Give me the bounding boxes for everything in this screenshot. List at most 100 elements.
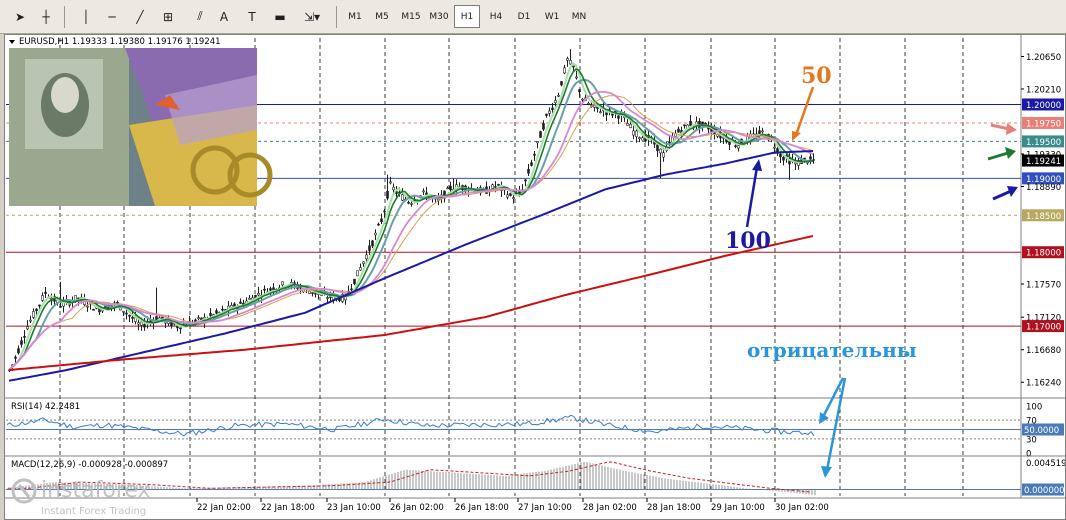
timeframe-m5-button[interactable]: M5 — [375, 11, 389, 22]
candle-body — [422, 190, 425, 193]
candle — [560, 81, 563, 87]
fibonacci-tool-button[interactable]: ⊞ — [162, 9, 174, 24]
candle-body — [641, 137, 644, 141]
price-tag-bg — [1022, 246, 1064, 259]
price-label: 1.17120 — [1026, 314, 1061, 324]
rsi-header: RSI(14) 42.2481 — [11, 402, 80, 412]
candle — [29, 315, 32, 324]
sma-100-blue — [8, 150, 814, 382]
arrows-tool-button[interactable]: ⇲▾ — [303, 9, 321, 24]
candle-body — [350, 288, 353, 291]
candle — [812, 153, 815, 164]
candle-body — [557, 94, 560, 97]
candle-body — [215, 310, 218, 314]
timeframe-m15-button[interactable]: M15 — [401, 11, 421, 22]
time-label: 29 Jan 10:00 — [711, 503, 765, 513]
candle-body — [383, 210, 386, 213]
timeframe-h4-button[interactable]: H4 — [489, 11, 503, 22]
candle — [122, 310, 125, 317]
candle-body — [659, 148, 662, 154]
equidistant-channel-tool-button[interactable]: ⫽ — [197, 9, 203, 23]
candle — [656, 144, 659, 158]
candle — [794, 157, 797, 171]
candle-body — [143, 324, 146, 328]
time-label: 26 Jan 02:00 — [390, 503, 444, 513]
candle-body — [140, 321, 143, 326]
candle-body — [362, 261, 365, 264]
candle-body — [656, 144, 659, 152]
price-label: 1.18890 — [1026, 183, 1061, 193]
price-label: 1.19000 — [1026, 175, 1061, 185]
price-label: 1.16680 — [1026, 346, 1061, 356]
rsi-line — [6, 414, 815, 437]
chart-canvas: EURUSD,H1 1.19333 1.19380 1.19176 1.1924… — [5, 35, 1065, 517]
candle-body — [587, 102, 590, 105]
sma-200-red — [8, 235, 814, 371]
green-arrowhead — [1005, 147, 1016, 159]
candle-body — [761, 130, 764, 133]
candle-body — [593, 104, 596, 108]
candle-body — [23, 336, 26, 338]
negative-arrow-2 — [825, 377, 847, 471]
candle — [437, 193, 440, 206]
timeframe-m30-button[interactable]: M30 — [429, 11, 449, 22]
trendline-tool-button[interactable]: ╱ — [136, 9, 144, 24]
candle — [407, 200, 410, 205]
candle — [248, 295, 251, 300]
price-tag-bg — [1022, 135, 1064, 148]
note-numeral-zero-2 — [227, 152, 273, 198]
candle-body — [809, 156, 812, 160]
candle-body — [221, 308, 224, 311]
portrait-face — [51, 77, 79, 113]
time-label: 28 Jan 18:00 — [647, 503, 701, 513]
timeframe-w1-button[interactable]: W1 — [544, 11, 560, 22]
candle — [566, 56, 569, 67]
candle-body — [524, 179, 527, 182]
candle-body — [401, 194, 404, 201]
candle-body — [26, 326, 29, 330]
time-label: 26 Jan 18:00 — [455, 503, 509, 513]
crosshair-tool-button[interactable]: ┼ — [42, 9, 50, 24]
candle — [557, 92, 560, 98]
candle-body — [257, 292, 260, 296]
cursor-tool-button[interactable]: ➤ — [14, 9, 26, 24]
candle — [422, 188, 425, 196]
text-label-tool-button[interactable]: T — [248, 9, 256, 24]
candle-body — [560, 81, 563, 86]
candle-body — [662, 152, 665, 158]
price-tag-bg — [1022, 116, 1064, 129]
candle-body — [368, 245, 371, 251]
candle-body — [14, 356, 17, 359]
ma-100-arrow — [745, 166, 759, 228]
ma-100-arrowhead — [752, 159, 762, 171]
price-label: 1.18500 — [1026, 212, 1061, 222]
candle-body — [629, 123, 632, 129]
ma-green — [8, 68, 814, 371]
banknotes-image — [9, 48, 273, 206]
rectangle-tool-button[interactable]: ▬ — [274, 9, 286, 24]
chart-toolbar: ➤ ┼ │ ─ ╱ ⊞ ⫽ A T ▬ ⇲▾ M1 M5 M15 M30 H1 H4 D1 W1 MN — [0, 0, 1066, 34]
candle-body — [530, 162, 533, 166]
blue-arrowhead — [1007, 186, 1018, 197]
timeframe-m1-button[interactable]: M1 — [348, 11, 362, 22]
candle — [683, 124, 686, 129]
candle-body — [44, 291, 47, 294]
candle — [44, 287, 47, 298]
candle-body — [359, 267, 362, 271]
candle-body — [446, 187, 449, 190]
candle — [536, 141, 539, 149]
text-tool-button[interactable]: A — [219, 9, 229, 24]
vertical-line-tool-button[interactable]: │ — [82, 9, 90, 24]
candle — [695, 116, 698, 130]
timeframe-h1-button[interactable]: H1 — [454, 5, 480, 28]
timeframe-mn-button[interactable]: MN — [571, 11, 587, 22]
candle — [659, 148, 662, 179]
price-chart[interactable]: EURUSD,H1 1.19333 1.19380 1.19176 1.1924… — [4, 34, 1066, 520]
candle-body — [569, 60, 572, 65]
macd-level-label: 0.000000 — [1024, 486, 1065, 496]
candle-body — [689, 120, 692, 126]
timeframe-d1-button[interactable]: D1 — [517, 11, 531, 22]
candle-body — [563, 67, 566, 74]
horizontal-line-tool-button[interactable]: ─ — [108, 9, 116, 24]
candle-body — [542, 123, 545, 130]
